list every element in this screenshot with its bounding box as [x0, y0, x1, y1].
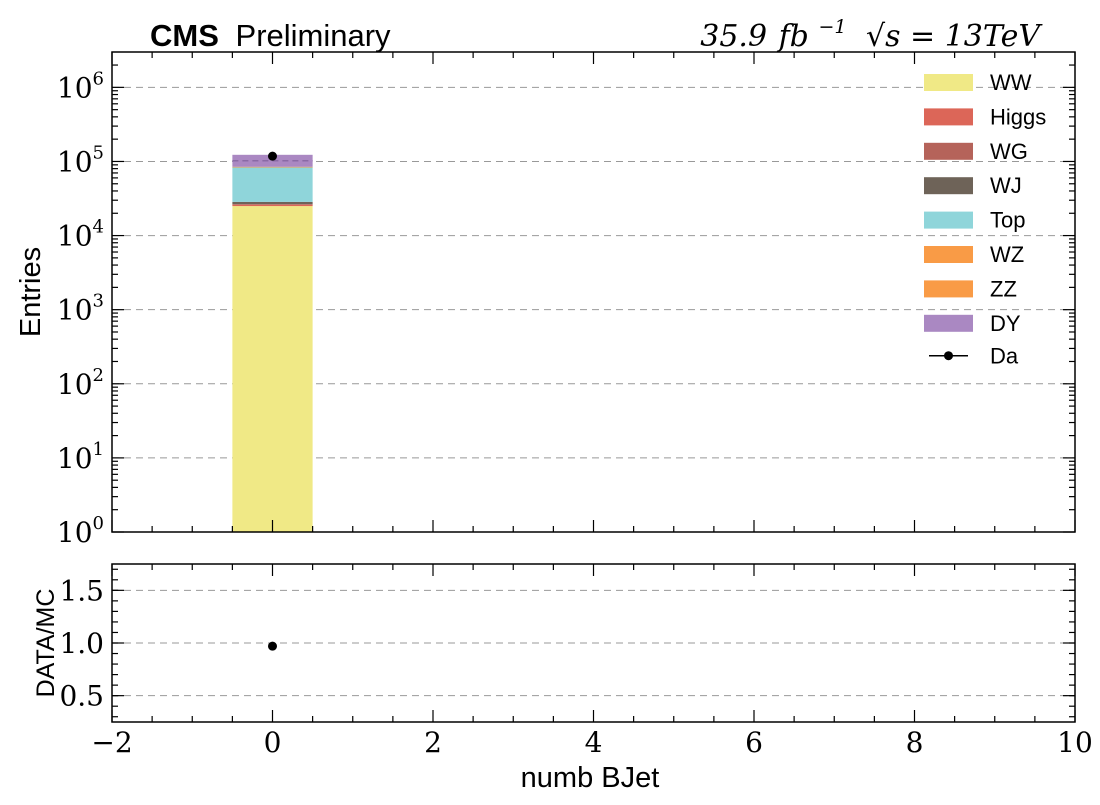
tick-base: 10	[57, 294, 93, 327]
tick-base: 10	[57, 368, 93, 401]
ratio-gridlines	[112, 589, 1075, 697]
legend-label-da: Da	[990, 344, 1019, 369]
main-y-tick-label: 105	[57, 142, 104, 178]
legend-marker-da	[944, 351, 953, 361]
x-tick-label: 4	[585, 726, 603, 759]
svg-text:CMS Preliminary: CMS Preliminary	[150, 18, 391, 53]
tick-exponent: 3	[93, 291, 104, 312]
x-tick-label: 8	[906, 726, 924, 759]
legend-label-dy: DY	[990, 311, 1021, 336]
main-axis-ticks	[111, 52, 1076, 533]
ratio-y-tick-label: 0.5	[59, 680, 104, 713]
tick-base: 10	[57, 71, 93, 104]
tick-exponent: 4	[93, 217, 104, 238]
lumi-unit: fb	[777, 19, 809, 54]
data-points	[268, 151, 277, 161]
legend-swatch-higgs	[924, 108, 973, 126]
main-y-tick-label: 103	[57, 291, 104, 327]
bar-top	[232, 167, 313, 202]
legend-swatch-wg	[924, 142, 973, 160]
x-tick-label: 2	[424, 726, 442, 759]
main-y-tick-label: 100	[57, 513, 104, 549]
tick-exponent: 2	[93, 365, 104, 386]
main-y-tick-label: 106	[57, 68, 104, 104]
x-axis-label: numb BJet	[521, 762, 660, 794]
lumi-value: 35.9	[700, 19, 767, 54]
legend-swatch-zz	[924, 280, 973, 298]
ratio-axis-ticks	[111, 564, 1076, 722]
ratio-y-tick-label: 1.0	[59, 627, 104, 660]
lumi-energy-label: 35.9 fb −1 √s = 13TeV	[700, 6, 1043, 54]
legend-label-wg: WG	[990, 139, 1028, 164]
experiment-label: CMS	[150, 18, 219, 53]
legend-swatch-wj	[924, 177, 973, 195]
legend-label-higgs: Higgs	[990, 104, 1046, 129]
legend-label-wz: WZ	[990, 242, 1024, 267]
data-point	[268, 151, 277, 161]
main-y-tick-label: 104	[57, 217, 104, 253]
bar-wj	[232, 201, 313, 205]
tick-exponent: 0	[93, 513, 104, 534]
energy-label: √s = 13TeV	[866, 19, 1043, 54]
legend-swatch-top	[924, 211, 973, 229]
legend: WW Higgs WG WJ Top WZ ZZ DY Da	[924, 70, 1046, 369]
legend-swatch-dy	[924, 314, 973, 332]
tick-base: 10	[57, 220, 93, 253]
ratio-y-tick-labels: 0.5 1.0 1.5	[59, 574, 104, 712]
tick-base: 10	[57, 145, 93, 178]
ratio-point	[268, 641, 277, 651]
legend-label-zz: ZZ	[990, 276, 1017, 301]
tick-base: 10	[57, 442, 93, 475]
tick-exponent: 5	[93, 142, 104, 163]
legend-label-top: Top	[990, 208, 1025, 233]
bar-wg	[232, 204, 313, 205]
x-tick-labels: −2 0 2 4 6 8 10	[91, 726, 1092, 759]
main-y-tick-label: 101	[57, 439, 104, 475]
bar-higgs	[232, 204, 313, 207]
stacked-histogram	[232, 154, 313, 533]
tick-exponent: 1	[93, 439, 104, 460]
tick-exponent: 6	[93, 68, 104, 89]
legend-swatch-ww	[924, 74, 973, 91]
x-tick-label: 0	[264, 726, 282, 759]
lumi-exponent: −1	[818, 16, 846, 38]
x-tick-label: 10	[1057, 726, 1093, 759]
legend-swatch-wz	[924, 246, 973, 263]
x-tick-label: 6	[745, 726, 763, 759]
ratio-y-axis-label: DATA/MC	[32, 589, 60, 698]
main-y-tick-label: 102	[57, 365, 104, 401]
x-tick-label: −2	[91, 726, 132, 759]
main-y-axis-label: Entries	[15, 247, 47, 337]
tick-base: 10	[57, 516, 93, 549]
bar-zz	[232, 166, 313, 168]
legend-label-wj: WJ	[990, 173, 1022, 198]
legend-label-ww: WW	[990, 70, 1032, 95]
status-label: Preliminary	[236, 18, 392, 53]
ratio-y-tick-label: 1.5	[59, 574, 104, 607]
ratio-points	[268, 641, 277, 651]
bar-ww	[232, 206, 313, 533]
